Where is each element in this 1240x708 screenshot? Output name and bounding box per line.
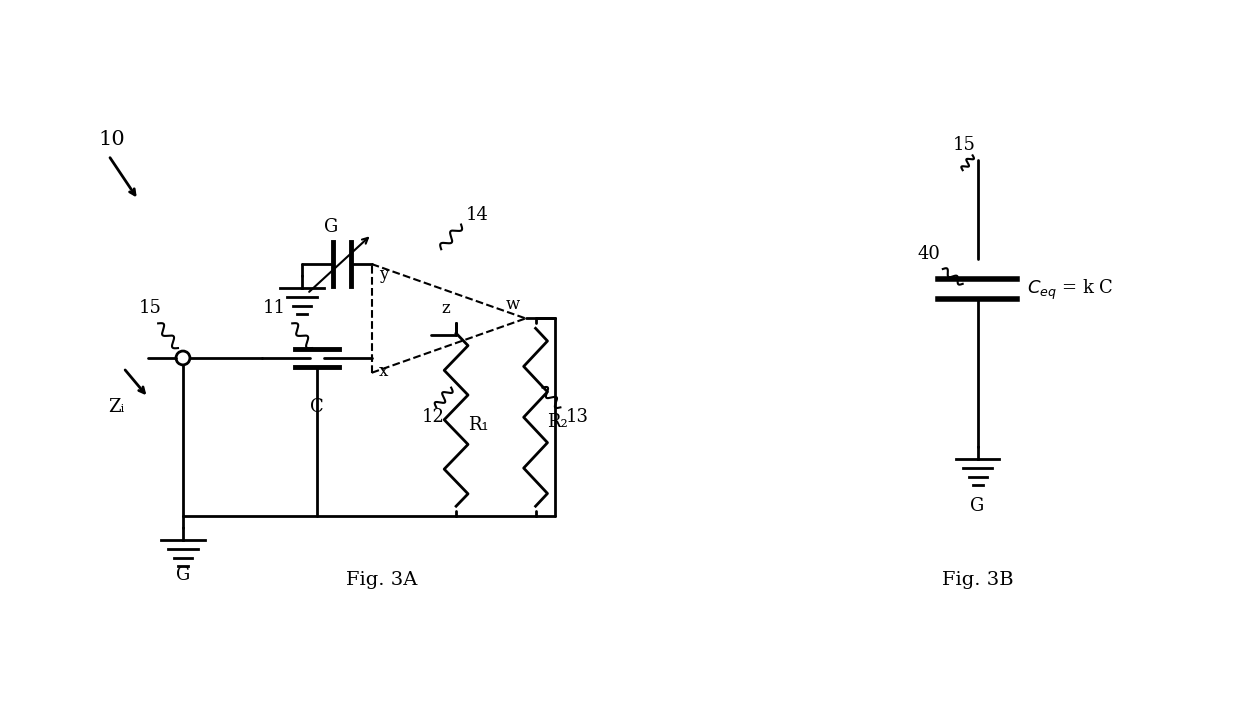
Text: G: G bbox=[970, 497, 983, 515]
Text: Fig. 3B: Fig. 3B bbox=[941, 571, 1013, 589]
Text: G: G bbox=[324, 219, 339, 236]
Text: $C_{eq}$ = k C: $C_{eq}$ = k C bbox=[1027, 278, 1114, 302]
Text: 13: 13 bbox=[565, 409, 588, 426]
Text: x: x bbox=[378, 362, 388, 379]
Text: R₂: R₂ bbox=[548, 413, 568, 431]
Text: 15: 15 bbox=[138, 299, 161, 317]
Text: 11: 11 bbox=[263, 299, 285, 317]
Text: 15: 15 bbox=[952, 137, 976, 154]
Text: Zᵢ: Zᵢ bbox=[108, 399, 125, 416]
Text: R₁: R₁ bbox=[467, 416, 489, 433]
Text: 40: 40 bbox=[918, 245, 941, 263]
Text: Fig. 3A: Fig. 3A bbox=[346, 571, 418, 589]
Text: 14: 14 bbox=[466, 205, 489, 224]
Text: w: w bbox=[506, 295, 520, 312]
Text: z: z bbox=[441, 300, 450, 317]
Text: C: C bbox=[310, 399, 324, 416]
Text: G: G bbox=[176, 566, 190, 584]
Text: 12: 12 bbox=[422, 409, 444, 426]
Text: 10: 10 bbox=[98, 130, 125, 149]
Text: y: y bbox=[378, 266, 388, 283]
